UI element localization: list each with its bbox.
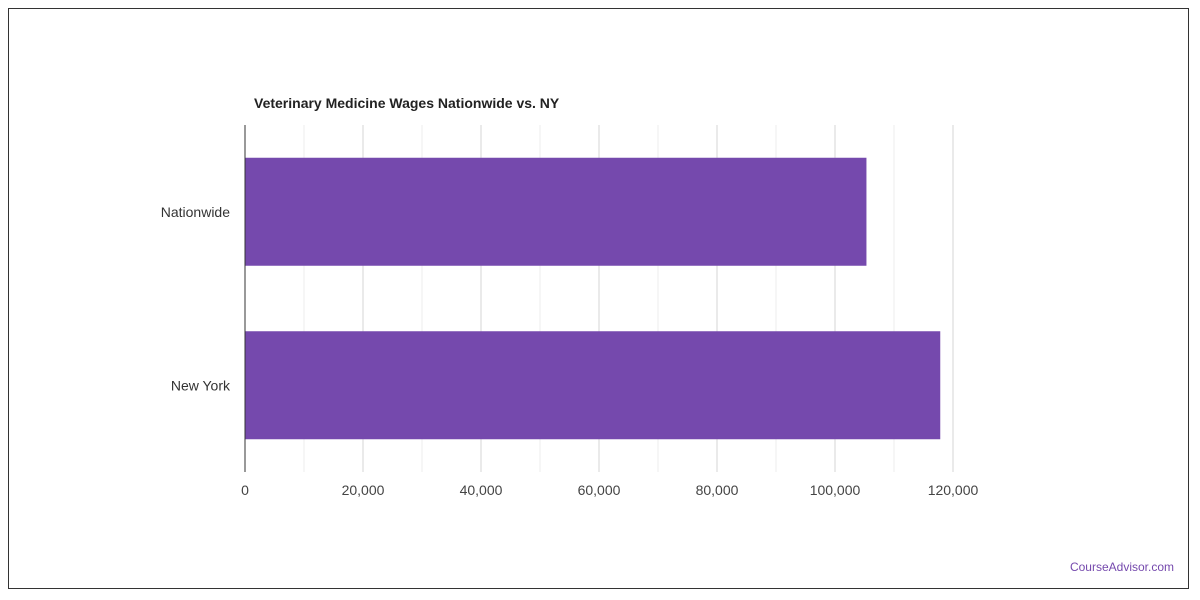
- x-tick-label: 40,000: [460, 482, 503, 498]
- category-label: Nationwide: [161, 204, 230, 220]
- x-tick-label: 100,000: [810, 482, 861, 498]
- x-tick-label: 20,000: [342, 482, 385, 498]
- bar-new-york[interactable]: [245, 331, 941, 440]
- x-tick-label: 120,000: [928, 482, 979, 498]
- bar-nationwide[interactable]: [245, 157, 867, 266]
- x-tick-label: 60,000: [578, 482, 621, 498]
- category-label: New York: [171, 377, 231, 393]
- x-tick-label: 80,000: [696, 482, 739, 498]
- chart-title: Veterinary Medicine Wages Nationwide vs.…: [254, 95, 560, 111]
- source-watermark[interactable]: CourseAdvisor.com: [1069, 560, 1174, 574]
- x-tick-label: 0: [241, 482, 249, 498]
- bars: [245, 157, 941, 440]
- labels: Nationwide New York 0 20,000 40,000 60,000 80,…: [161, 204, 979, 498]
